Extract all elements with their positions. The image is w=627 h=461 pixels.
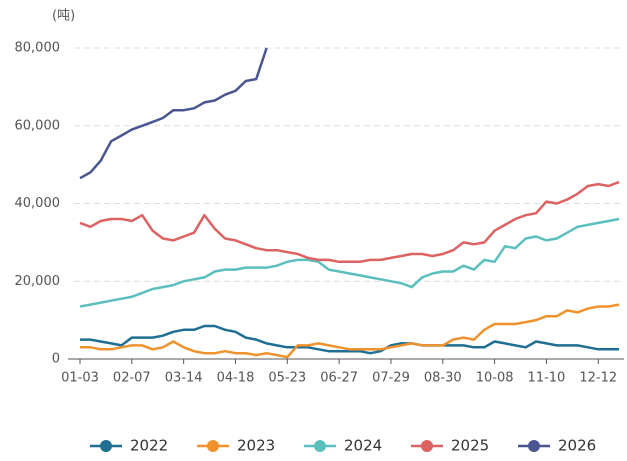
legend-label: 2025	[451, 437, 489, 455]
x-tick-label: 04-18	[217, 371, 255, 386]
x-tick-label: 05-23	[268, 371, 306, 386]
series-line	[79, 47, 268, 180]
y-tick-label: 40,000	[15, 196, 61, 211]
legend-label: 2026	[558, 437, 596, 455]
x-tick-label: 07-29	[372, 371, 410, 386]
legend-label: 2022	[130, 437, 168, 455]
legend-marker	[207, 440, 219, 452]
x-tick-label: 08-30	[424, 371, 462, 386]
x-tick-label: 12-12	[579, 371, 617, 386]
y-tick-label: 80,000	[15, 41, 61, 56]
x-tick-label: 03-14	[165, 371, 203, 386]
y-tick-label: 0	[52, 352, 60, 367]
series-line	[79, 217, 620, 308]
x-tick-label: 06-27	[320, 371, 358, 386]
legend-label: 2023	[237, 437, 275, 455]
legend-marker	[528, 440, 540, 452]
y-tick-label: 20,000	[15, 274, 61, 289]
x-tick-label: 01-03	[61, 371, 99, 386]
legend-marker	[314, 440, 326, 452]
legend-marker	[100, 440, 112, 452]
y-axis-unit: (吨)	[52, 9, 75, 24]
series-line	[80, 324, 619, 355]
series-line	[80, 303, 620, 359]
x-tick-label: 02-07	[113, 371, 151, 386]
series-line	[79, 180, 620, 264]
x-tick-label: 11-10	[528, 371, 566, 386]
x-tick-label: 10-08	[476, 371, 514, 386]
y-tick-label: 60,000	[15, 118, 61, 133]
legend-label: 2024	[344, 437, 382, 455]
legend-marker	[421, 440, 433, 452]
